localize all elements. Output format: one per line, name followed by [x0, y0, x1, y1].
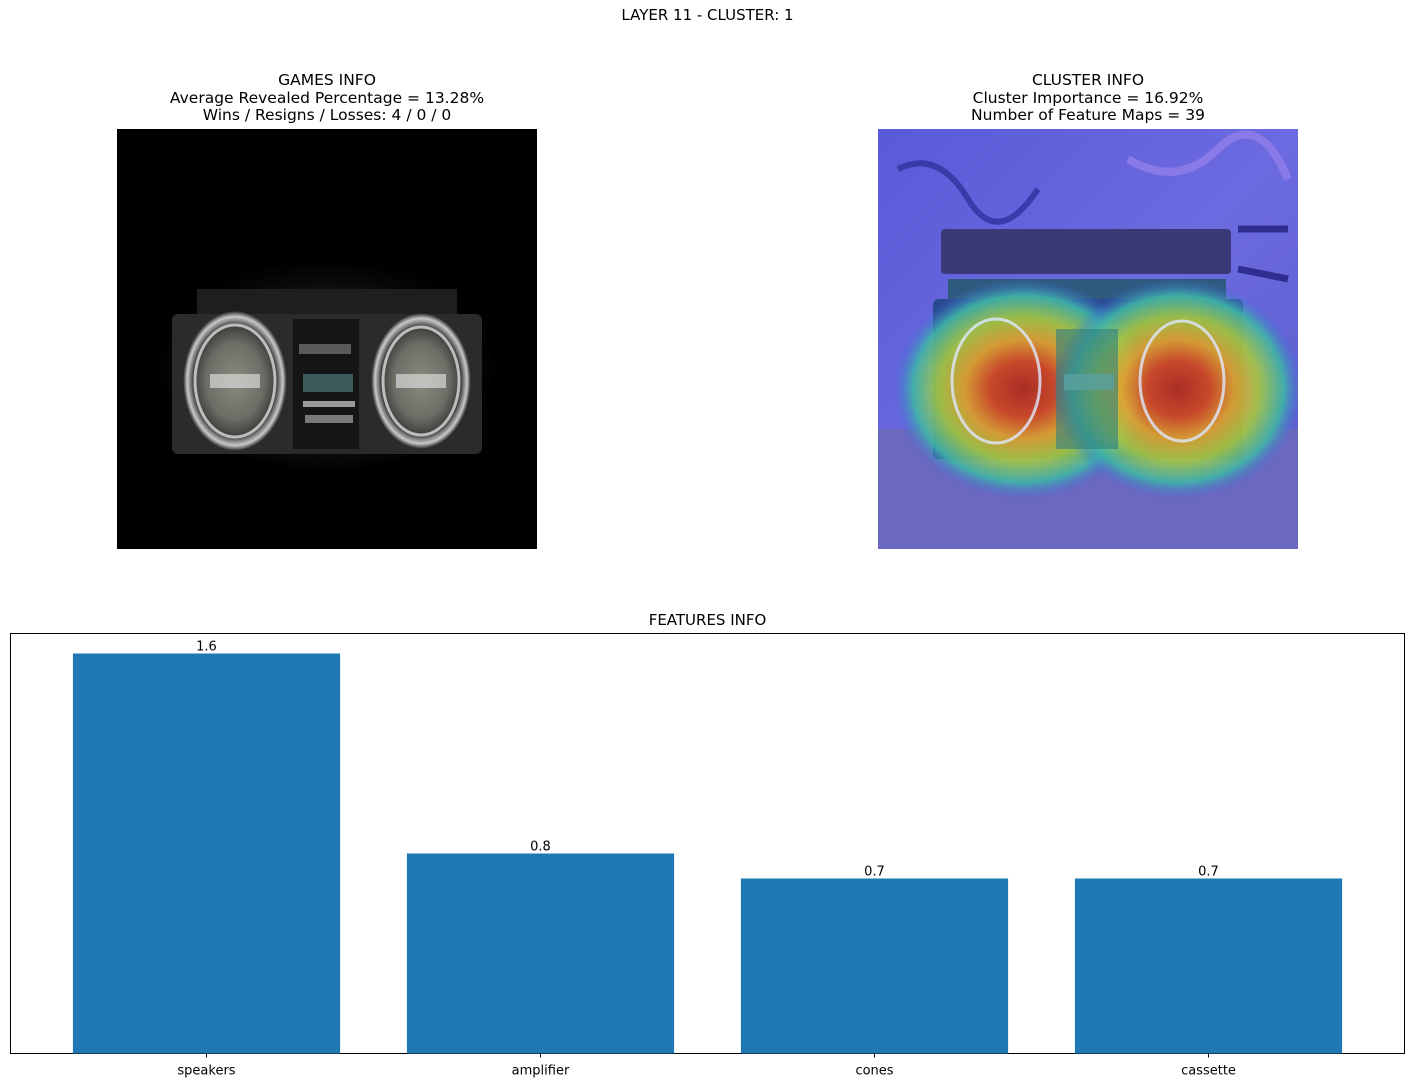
games-info-title: GAMES INFO [278, 71, 376, 89]
bars-group [72, 653, 1343, 1054]
plot-frame [10, 633, 1405, 1054]
x-tick-label-amplifier: amplifier [512, 1064, 570, 1079]
games-info-header: GAMES INFO Average Revealed Percentage =… [117, 71, 537, 125]
wins-resigns-losses: Wins / Resigns / Losses: 4 / 0 / 0 [202, 106, 452, 124]
bar-cassette [1074, 878, 1343, 1054]
cluster-importance: Cluster Importance = 16.92% [972, 88, 1204, 107]
bar-amplifier [406, 853, 675, 1054]
number-of-feature-maps: Number of Feature Maps = 39 [971, 106, 1205, 124]
features-info-title: FEATURES INFO [648, 611, 767, 629]
x-tick-label-cassette: cassette [1181, 1064, 1236, 1079]
masked-boombox-image [117, 129, 537, 549]
value-label-speakers: 1.6 [196, 640, 217, 655]
x-tick-label-cones: cones [855, 1064, 893, 1079]
value-label-cones: 0.7 [864, 865, 885, 880]
value-label-amplifier: 0.8 [530, 840, 551, 855]
masked-boombox-graphic [117, 129, 537, 549]
cluster-info-header: CLUSTER INFO Cluster Importance = 16.92%… [878, 71, 1298, 125]
heatmap-boombox-image [878, 129, 1298, 549]
average-revealed-percentage: Average Revealed Percentage = 13.28% [169, 88, 485, 107]
bar-speakers [72, 653, 341, 1054]
figure-suptitle: LAYER 11 - CLUSTER: 1 [621, 6, 794, 24]
x-ticks-group: speakers amplifier cones cassette [177, 1053, 1236, 1079]
value-label-cassette: 0.7 [1198, 865, 1219, 880]
x-tick-label-speakers: speakers [177, 1064, 235, 1079]
heatmap-boombox-graphic [878, 129, 1298, 549]
value-labels-group: 1.6 0.8 0.7 0.7 [196, 640, 1219, 880]
bar-cones [740, 878, 1009, 1054]
cluster-info-title: CLUSTER INFO [1031, 71, 1145, 89]
